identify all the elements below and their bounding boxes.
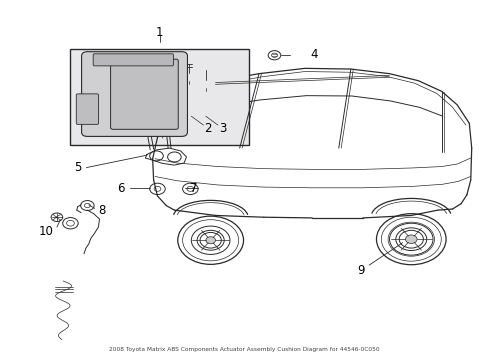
FancyBboxPatch shape <box>93 54 173 66</box>
Text: 1: 1 <box>156 26 163 39</box>
Text: 2: 2 <box>204 122 212 135</box>
FancyBboxPatch shape <box>76 94 98 124</box>
Text: 4: 4 <box>310 48 318 61</box>
Circle shape <box>183 73 194 81</box>
FancyBboxPatch shape <box>110 59 178 129</box>
Text: 3: 3 <box>219 122 226 135</box>
Circle shape <box>205 237 215 244</box>
Circle shape <box>155 51 164 58</box>
Text: 9: 9 <box>356 264 364 277</box>
Circle shape <box>147 53 152 57</box>
FancyBboxPatch shape <box>81 52 187 136</box>
Circle shape <box>100 55 108 61</box>
Circle shape <box>405 235 416 243</box>
Circle shape <box>85 130 93 136</box>
Text: 5: 5 <box>74 161 81 174</box>
Circle shape <box>79 118 89 125</box>
Text: 10: 10 <box>39 225 54 238</box>
FancyBboxPatch shape <box>70 49 249 145</box>
Circle shape <box>202 66 209 72</box>
Circle shape <box>145 51 155 58</box>
Circle shape <box>78 125 87 132</box>
Circle shape <box>137 55 144 61</box>
Text: 2008 Toyota Matrix ABS Components Actuator Assembly Cushion Diagram for 44546-0C: 2008 Toyota Matrix ABS Components Actuat… <box>109 347 379 352</box>
Circle shape <box>157 53 162 57</box>
Circle shape <box>200 80 211 89</box>
Circle shape <box>112 55 120 61</box>
Circle shape <box>148 55 156 61</box>
Text: 8: 8 <box>98 204 105 217</box>
Text: 6: 6 <box>117 183 125 195</box>
Circle shape <box>123 55 131 61</box>
Text: 7: 7 <box>190 183 197 195</box>
